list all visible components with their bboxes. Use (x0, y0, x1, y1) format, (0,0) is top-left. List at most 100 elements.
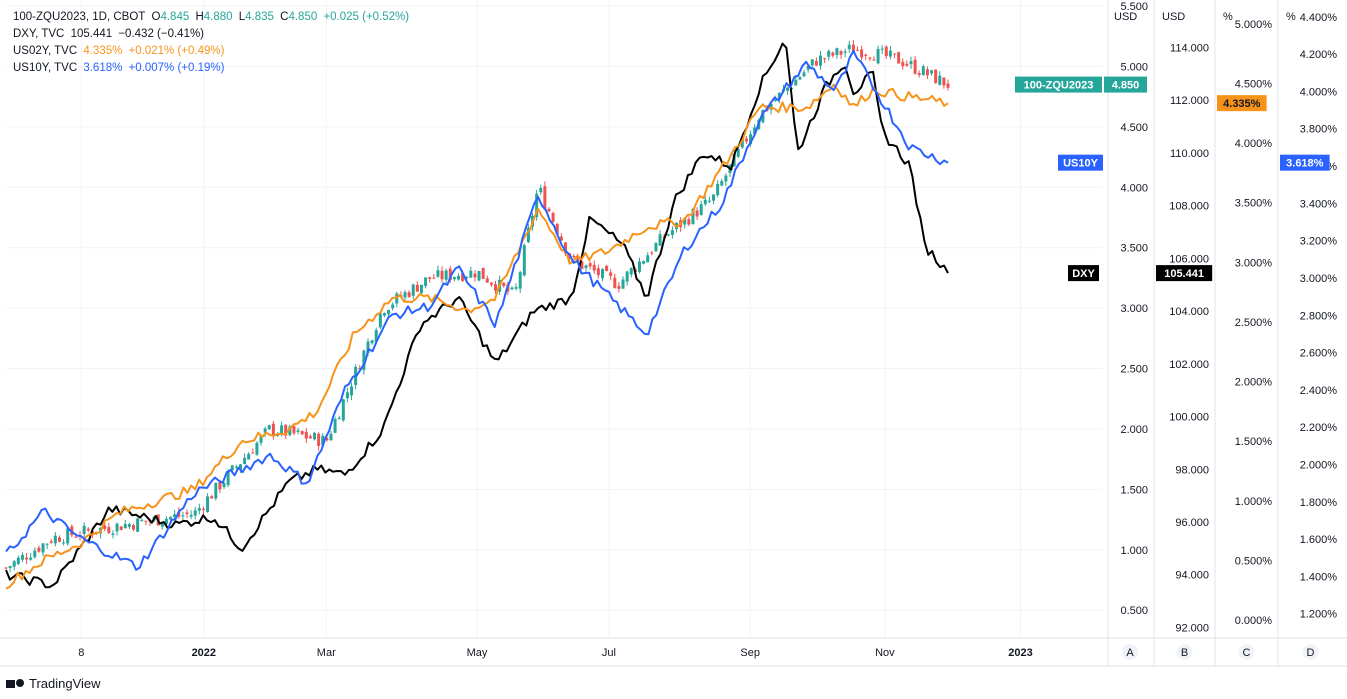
candle-body (370, 340, 374, 344)
candle-body (243, 457, 247, 464)
price-axis-tick: 5.000 (1120, 61, 1148, 73)
candle-body (860, 49, 864, 58)
candle-body (206, 496, 210, 512)
candle-body (53, 535, 57, 544)
candle-body (452, 277, 456, 280)
candle-body (181, 515, 185, 517)
series-line-us02y (5, 83, 949, 590)
candle-body (831, 52, 835, 56)
price-axis-tick: 2.600% (1300, 348, 1338, 360)
candle-body (818, 55, 822, 66)
legend-dxy-value: 105.441 (70, 28, 113, 40)
candle-body (637, 261, 641, 272)
candle-body (292, 426, 296, 434)
candle-body (576, 258, 580, 262)
axis-scale-button[interactable] (1176, 644, 1193, 660)
candle-body (197, 507, 201, 511)
candle-body (226, 470, 230, 486)
candle-body (839, 51, 843, 55)
candle-body (107, 527, 111, 533)
price-tag-value-box (1156, 265, 1213, 282)
candle-body (29, 557, 33, 560)
candle-body (304, 431, 308, 439)
candle-body (300, 430, 304, 435)
candle-body (255, 442, 259, 455)
candle-body (57, 537, 61, 542)
candle-body (773, 100, 777, 102)
axis-scale-button[interactable] (1302, 644, 1319, 660)
candle-body (432, 277, 436, 279)
candle-body (74, 536, 78, 538)
legend-dxy[interactable]: DXY, TVC 105.441 −0.432 (−0.41%) (13, 26, 412, 43)
candle-body (814, 60, 818, 66)
price-axis-tick: 4.200% (1300, 49, 1338, 61)
price-axis-tick: 1.200% (1300, 609, 1338, 621)
candle-body (321, 435, 325, 446)
legend-us10y[interactable]: US10Y, TVC 3.618% +0.007% (+0.19%) (13, 60, 412, 77)
price-axis-tick: 3.800% (1300, 124, 1338, 136)
price-axis-tick: 3.000% (1235, 257, 1273, 269)
candle-body (584, 265, 588, 268)
price-axis-tick: 4.500% (1235, 78, 1273, 90)
time-axis-tick: May (467, 647, 488, 659)
candle-body (201, 508, 205, 510)
price-axis-tick: 114.000 (1170, 42, 1209, 54)
candle-body (518, 272, 522, 289)
price-tag-value-box (1217, 95, 1267, 112)
candle-body (169, 516, 173, 520)
tradingview-branding[interactable]: TradingView (6, 676, 101, 691)
axis-scale-button-label[interactable]: C (1243, 647, 1251, 659)
price-axis-tick: 98.000 (1175, 464, 1209, 476)
candle-body (25, 557, 29, 560)
axis-scale-button-label[interactable]: A (1126, 647, 1134, 659)
candle-body (699, 204, 703, 216)
candle-body (66, 528, 70, 544)
price-axis-tick: 2.000% (1300, 460, 1338, 472)
candle-body (868, 57, 872, 59)
candle-body (288, 426, 292, 435)
candle-body (325, 437, 329, 441)
price-tag-value-box (1104, 76, 1147, 93)
candle-body (921, 66, 925, 76)
candle-body (658, 234, 662, 246)
price-axis-tick: 2.400% (1300, 385, 1338, 397)
legend-us02y-symbol: US02Y, TVC (13, 45, 78, 57)
price-tag-label-box (1068, 265, 1099, 282)
legend-low: L4.835 (238, 11, 274, 23)
candle-body (247, 453, 251, 460)
candle-body (144, 520, 148, 522)
price-tag-value-box (1280, 154, 1330, 171)
candle-body (802, 72, 806, 77)
axis-scale-button[interactable] (1238, 644, 1255, 660)
candle-body (938, 75, 942, 85)
time-axis-tick: Nov (875, 647, 895, 659)
candle-body (448, 268, 452, 281)
candle-body (897, 52, 901, 64)
legend-main-series[interactable]: 100-ZQU2023, 1D, CBOT O4.845 H4.880 L4.8… (13, 9, 412, 26)
candle-body (695, 210, 699, 217)
price-axis-unit: % (1223, 11, 1233, 23)
candle-body (856, 49, 860, 51)
candle-body (707, 200, 711, 202)
legend-us10y-value: 3.618% (83, 62, 123, 74)
price-axis-tick: 112.000 (1170, 95, 1209, 107)
candle-body (189, 514, 193, 517)
price-axis-tick: 108.000 (1169, 201, 1209, 213)
candle-body (469, 270, 473, 278)
candle-body (481, 267, 485, 279)
time-axis-tick: 8 (78, 647, 84, 659)
candle-body (872, 59, 876, 61)
price-tag-value: 4.850 (1112, 80, 1140, 92)
legend-close: C4.850 (280, 11, 318, 23)
price-axis-tick: 3.500 (1120, 243, 1148, 255)
axis-scale-button[interactable] (1122, 644, 1138, 660)
legend-us02y[interactable]: US02Y, TVC 4.335% +0.021% (+0.49%) (13, 43, 412, 60)
candle-body (41, 543, 45, 553)
price-axis-tick: 2.500 (1120, 364, 1148, 376)
axis-scale-button-label[interactable]: D (1307, 647, 1315, 659)
candle-body (502, 282, 506, 287)
axis-scale-button-label[interactable]: B (1181, 647, 1188, 659)
price-tag: 4.850 100-ZQU2023 (1015, 76, 1147, 93)
candle-body (843, 51, 847, 53)
